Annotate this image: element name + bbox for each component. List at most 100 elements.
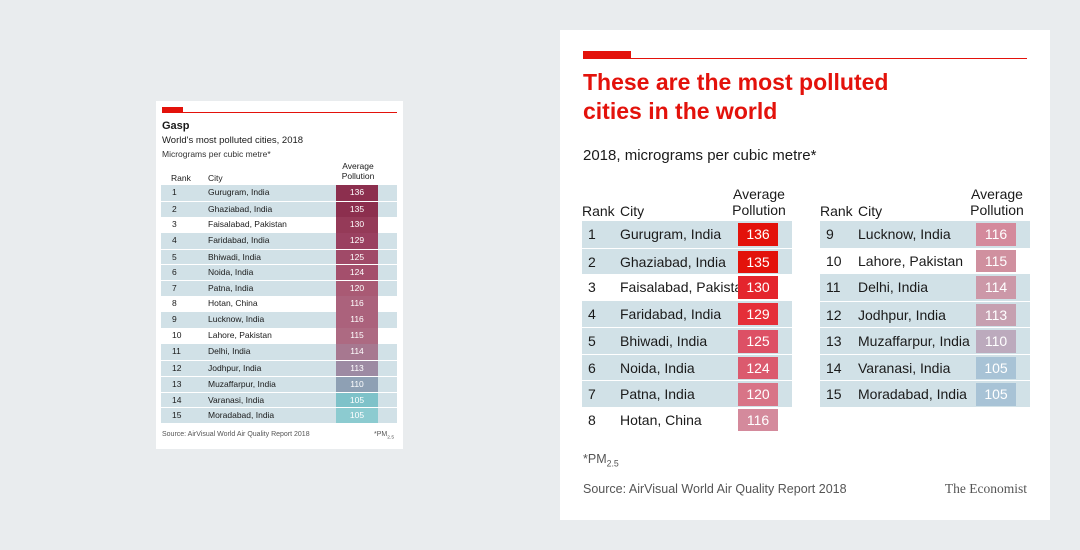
pollution-value-cell: 130: [336, 216, 378, 233]
table-column-right: Rank City Average Pollution 9 Lucknow, In…: [820, 186, 1030, 407]
table-row: 8 Hotan, China 116: [161, 296, 397, 313]
city-cell: Bhiwadi, India: [208, 251, 261, 262]
pollution-value-cell: 110: [336, 376, 378, 392]
city-cell: Patna, India: [620, 386, 695, 402]
rank-cell: 11: [172, 345, 181, 356]
pollution-value-cell: 136: [738, 223, 778, 246]
city-cell: Ghaziabad, India: [620, 253, 726, 270]
city-cell: Bhiwadi, India: [620, 333, 708, 349]
city-cell: Lahore, Pakistan: [858, 252, 964, 269]
chart-source: Source: AirVisual World Air Quality Repo…: [583, 482, 847, 496]
rank-cell: 9: [826, 226, 834, 242]
city-cell: Gurugram, India: [208, 187, 270, 197]
pollution-value-cell: 114: [976, 276, 1016, 299]
pollution-value-cell: 113: [336, 360, 378, 376]
rank-cell: 12: [826, 306, 842, 323]
red-tab: [162, 107, 183, 113]
table-row: 9 Lucknow, India 116: [161, 312, 397, 329]
rank-cell: 1: [172, 187, 177, 197]
pollution-value-cell: 116: [336, 312, 378, 329]
table-row: 4 Faridabad, India 129: [161, 232, 397, 249]
rank-cell: 6: [588, 359, 596, 376]
table-row: 13 Muzaffarpur, India 110: [161, 375, 397, 392]
pollution-value-cell: 116: [976, 223, 1016, 246]
rank-cell: 3: [588, 279, 596, 295]
footnote-sub: 2.5: [387, 435, 395, 441]
city-cell: Jodhpur, India: [208, 362, 262, 373]
header-average-line2: Pollution: [970, 202, 1024, 218]
rank-cell: 15: [172, 410, 182, 421]
pollution-value-cell: 105: [976, 383, 1016, 406]
header-city: City: [208, 173, 223, 183]
rank-cell: 13: [172, 378, 182, 389]
city-cell: Hotan, China: [208, 298, 258, 309]
pollution-value-cell: 120: [738, 383, 778, 406]
table-row: 14 Varanasi, India 105: [161, 391, 397, 408]
city-cell: Hotan, China: [620, 411, 702, 428]
table-row: 3 Faisalabad, Pakistan 130: [582, 274, 792, 301]
chart-subtitle: 2018, micrograms per cubic metre*: [583, 147, 817, 164]
table-body-left: 1 Gurugram, India 136 2 Ghaziabad, India 135 3…: [582, 221, 792, 433]
table-row: 5 Bhiwadi, India 125: [161, 248, 397, 265]
pollution-value-cell: 129: [336, 232, 378, 249]
table-row: 10 Lahore, Pakistan 115: [161, 328, 397, 344]
table-row: 6 Noida, India 124: [161, 264, 397, 281]
economist-logo: The Economist: [944, 481, 1027, 496]
rank-cell: 14: [172, 394, 182, 405]
city-cell: Moradabad, India: [858, 386, 967, 402]
table-row: 2 Ghaziabad, India 135: [161, 200, 397, 217]
rank-cell: 8: [172, 298, 177, 309]
rank-cell: 2: [172, 203, 177, 214]
pollution-value-cell: 125: [738, 330, 778, 353]
table-row: 7 Patna, India 120: [582, 380, 792, 407]
table-row: 8 Hotan, China 116: [582, 407, 792, 434]
rank-cell: 2: [588, 253, 596, 270]
pollution-value-cell: 105: [336, 392, 378, 408]
city-cell: Lucknow, India: [858, 226, 951, 242]
header-rank: Rank: [820, 203, 853, 219]
city-cell: Faridabad, India: [620, 305, 722, 322]
rank-cell: 4: [588, 305, 596, 322]
pollution-value-cell: 105: [976, 356, 1016, 379]
rank-cell: 5: [588, 333, 596, 349]
header-average-line1: Average: [971, 186, 1023, 202]
table-row: 14 Varanasi, India 105: [820, 353, 1030, 380]
rank-cell: 6: [172, 267, 177, 278]
city-cell: Muzaffarpur, India: [858, 333, 970, 349]
header-average-pollution: Average Pollution: [336, 161, 380, 181]
city-cell: Jodhpur, India: [858, 306, 946, 323]
footnote-main: *PM: [374, 431, 388, 438]
redesigned-chart-card: These are the most polluted cities in th…: [560, 30, 1050, 520]
rank-cell: 14: [826, 359, 842, 376]
city-cell: Delhi, India: [208, 345, 251, 356]
table-column-left: Rank City Average Pollution 1 Gurugram, I…: [582, 186, 792, 433]
rank-cell: 8: [588, 411, 596, 428]
city-cell: Muzaffarpur, India: [208, 378, 276, 389]
city-cell: Patna, India: [208, 283, 254, 294]
header-rank: Rank: [171, 173, 191, 183]
table-row: 5 Bhiwadi, India 125: [582, 327, 792, 354]
header-average-line2: Pollution: [732, 202, 786, 218]
city-cell: Varanasi, India: [858, 359, 951, 376]
pollution-value-cell: 116: [336, 296, 378, 313]
table-row: 9 Lucknow, India 116: [820, 221, 1030, 248]
footnote-pm: *PM2.5: [374, 431, 394, 440]
table-row: 11 Delhi, India 114: [161, 343, 397, 360]
red-rule: [162, 112, 397, 113]
table-body-right: 9 Lucknow, India 116 10 Lahore, Pakistan 115 1…: [820, 221, 1030, 407]
footnote-sub: 2.5: [606, 458, 619, 469]
table-row: 1 Gurugram, India 136: [161, 185, 397, 201]
table-row: 6 Noida, India 124: [582, 353, 792, 380]
chart-source: Source: AirVisual World Air Quality Repo…: [162, 431, 310, 438]
pollution-value-cell: 120: [336, 281, 378, 297]
red-tab: [583, 51, 631, 58]
pollution-value-cell: 115: [976, 249, 1016, 272]
rank-cell: 7: [588, 386, 596, 402]
table-row: 7 Patna, India 120: [161, 280, 397, 297]
pollution-value-cell: 136: [336, 185, 378, 201]
pollution-value-cell: 135: [336, 201, 378, 217]
rank-cell: 11: [826, 279, 841, 295]
rank-cell: 7: [172, 283, 177, 294]
city-cell: Lucknow, India: [208, 314, 265, 325]
header-city: City: [858, 203, 883, 219]
